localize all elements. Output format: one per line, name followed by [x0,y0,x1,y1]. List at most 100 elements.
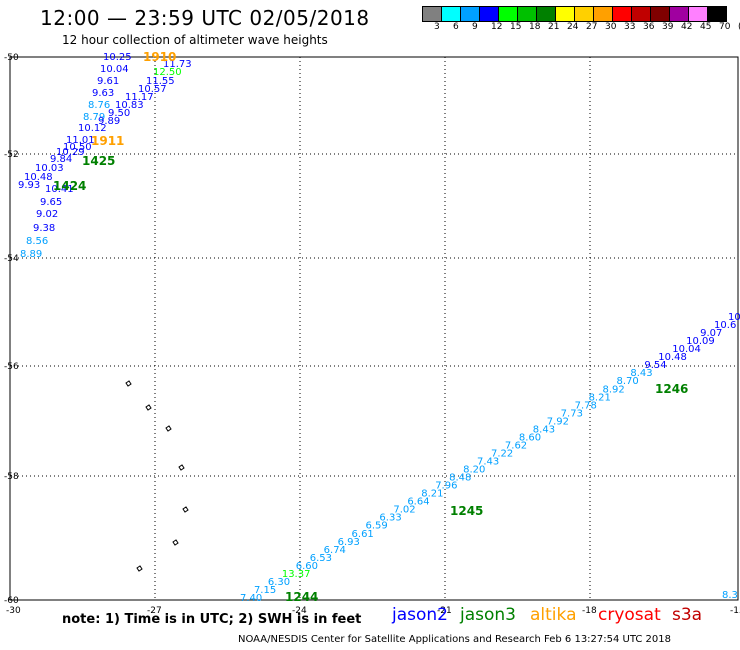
swh-label: 8.70 [616,376,638,387]
legend-swatch [442,7,461,21]
legend-label: 70 [719,22,731,32]
satellite-altika: altika [530,605,577,625]
legend-label: 21 [548,22,560,32]
legend-swatch [423,7,442,21]
island-outline [145,404,152,411]
time-label: 1424 [53,179,86,193]
swh-label: 8.89 [20,249,42,260]
swh-label: 6.60 [296,561,318,572]
credit-line: NOAA/NESDIS Center for Satellite Applica… [238,634,671,645]
swh-label: 10.04 [100,64,129,75]
swh-label: 6.61 [352,529,374,540]
swh-label: 10.03 [35,163,64,174]
legend-label: 45 [700,22,712,32]
swh-label: 12.50 [153,67,182,78]
lat-label: -50 [4,53,19,63]
swh-label: 9.50 [108,108,130,119]
swh-label: 6.64 [407,497,429,508]
swh-label: 7.62 [505,440,527,451]
legend-label: 33 [624,22,636,32]
island-outline [125,380,132,387]
time-label: 1244 [285,590,318,604]
swh-label: 10.25 [103,52,132,63]
swh-label: 8.3 [722,590,738,601]
legend-label: 36 [643,22,655,32]
swh-label: 8.76 [88,100,110,111]
legend-label: 42 [681,22,693,32]
swh-label: 7.43 [477,457,499,468]
lat-label: -58 [4,472,19,482]
swh-label: 9.89 [98,116,120,127]
legend-swatch [632,7,651,21]
time-label: 1246 [655,382,688,396]
swh-label: 6.59 [365,521,387,532]
swh-label: 7.02 [393,505,415,516]
swh-label: 7.78 [575,400,597,411]
legend-swatch [689,7,708,21]
footer-note: note: 1) Time is in UTC; 2) SWH is in fe… [62,612,362,627]
island-outline [172,539,179,546]
swh-label: 9.54 [644,360,666,371]
swh-label: 11.73 [163,59,192,70]
swh-label: 9.63 [92,88,114,99]
swh-label: 10.04 [672,344,701,355]
swh-label: 10.12 [78,123,107,134]
lon-label: -15 [730,606,740,616]
swh-label: 10.41 [45,184,74,195]
wave-height-color-legend [422,6,727,22]
swh-label: 6.93 [338,537,360,548]
swh-label: 6.30 [268,577,290,588]
lat-label: -56 [4,362,19,372]
legend-swatch [461,7,480,21]
legend-label: 9 [472,22,478,32]
legend-label: 6 [453,22,459,32]
swh-label: 8.48 [449,473,471,484]
satellite-jason2: jason2 [392,605,448,625]
legend-label: 3 [434,22,440,32]
legend-label: 39 [662,22,674,32]
swh-label: 6.74 [324,545,346,556]
swh-label: 8.20 [463,465,485,476]
swh-label: 8.56 [26,236,48,247]
legend-swatch [575,7,594,21]
island-outline [178,464,185,471]
legend-swatch [670,7,689,21]
swh-label: 8.43 [533,424,555,435]
lon-label: -27 [147,606,162,616]
swh-label: 9.93 [18,180,40,191]
legend-swatch [708,7,726,21]
swh-label: 10.48 [658,352,687,363]
swh-label: 10.48 [24,172,53,183]
map-frame [9,56,739,601]
swh-label: 7.92 [547,416,569,427]
legend-label: 30 [605,22,617,32]
swh-label: 8.60 [519,432,541,443]
map-title: 12:00 — 23:59 UTC 02/05/2018 [40,6,370,30]
legend-swatch [518,7,537,21]
swh-label: 7.73 [561,408,583,419]
swh-label: 10.29 [56,147,85,158]
swh-label: 10.50 [63,142,92,153]
swh-label: 8.21 [421,489,443,500]
swh-label: 8.21 [589,392,611,403]
satellite-jason3: jason3 [460,605,516,625]
satellite-cryosat: cryosat [598,605,661,625]
swh-label: 11.55 [146,76,175,87]
swh-label: 6.53 [310,553,332,564]
time-label: 1911 [91,134,124,148]
swh-label: 7.96 [435,481,457,492]
swh-label: 9.65 [40,197,62,208]
swh-label: 10.57 [138,84,167,95]
lon-label: -21 [437,606,452,616]
legend-swatch [613,7,632,21]
swh-label: 9.07 [700,328,722,339]
swh-label: 8.79 [83,112,105,123]
swh-label: 9.84 [50,154,72,165]
lat-label: -54 [4,254,19,264]
swh-label: 10.83 [115,100,144,111]
swh-label: 9.38 [33,223,55,234]
swh-label: 13.37 [282,569,311,580]
legend-swatch [556,7,575,21]
swh-label: 11.01 [66,135,95,146]
